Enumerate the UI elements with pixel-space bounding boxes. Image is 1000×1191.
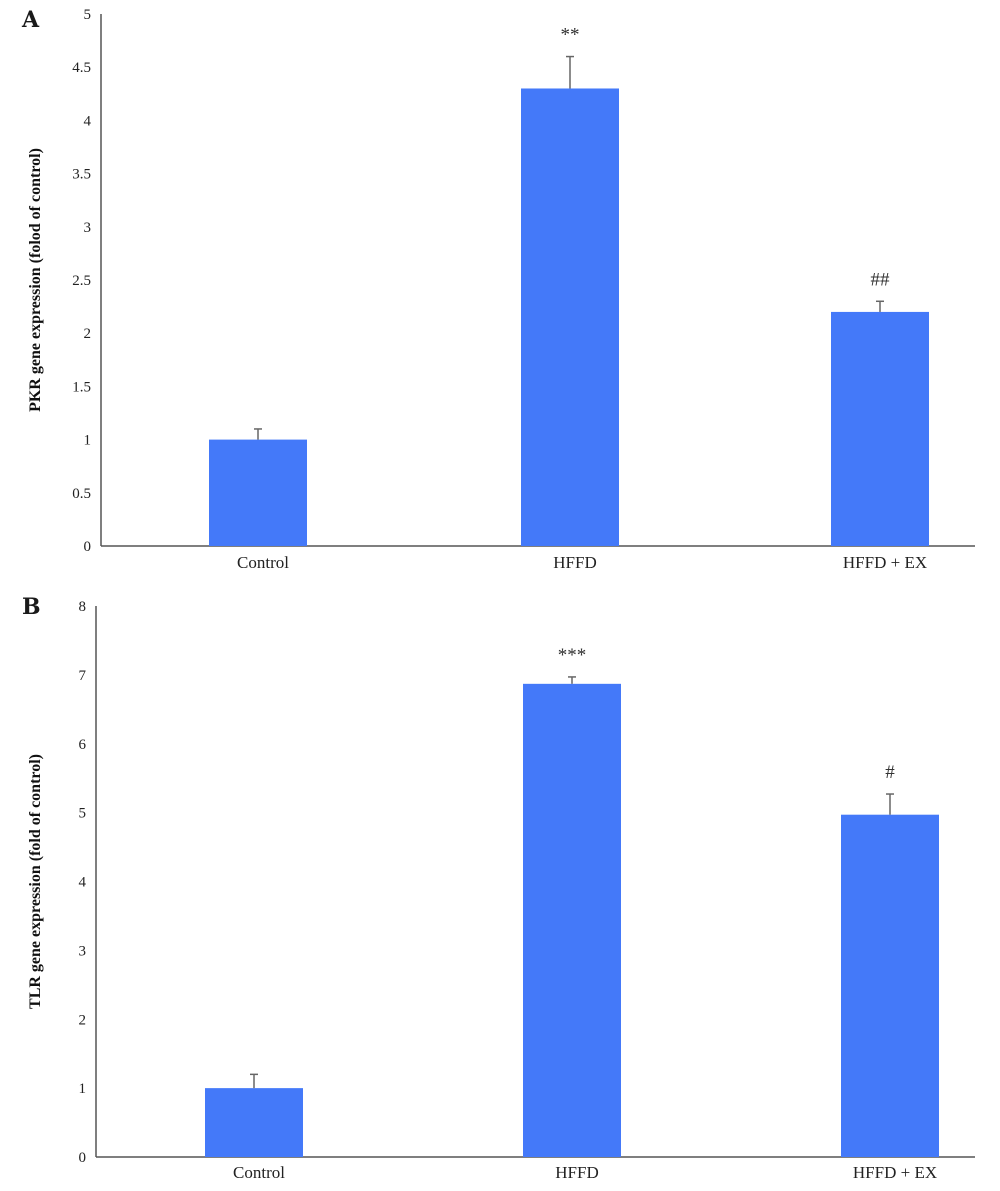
y-axis-title: PKR gene expression (folod of control) bbox=[27, 148, 44, 412]
y-tick-label: 4 bbox=[84, 113, 92, 129]
y-tick-label: 6 bbox=[79, 737, 87, 753]
y-tick-label: 7 bbox=[79, 668, 87, 684]
y-tick-label: 0 bbox=[79, 1150, 87, 1166]
x-category-label: Control bbox=[233, 1163, 285, 1182]
bar bbox=[523, 683, 621, 1157]
significance-marker: *** bbox=[558, 645, 587, 666]
y-tick-label: 8 bbox=[79, 599, 87, 615]
bar bbox=[209, 439, 307, 546]
x-category-label: HFFD bbox=[555, 1163, 598, 1182]
y-tick-label: 0.5 bbox=[72, 486, 91, 502]
y-tick-label: 2.5 bbox=[72, 273, 91, 289]
y-tick-label: 5 bbox=[79, 806, 87, 822]
y-tick-label: 0 bbox=[84, 539, 92, 555]
y-tick-label: 3 bbox=[79, 943, 87, 959]
bar bbox=[205, 1088, 303, 1157]
panel-letter: A bbox=[21, 7, 40, 33]
x-category-label: HFFD + EX bbox=[853, 1163, 937, 1182]
y-tick-label: 4.5 bbox=[72, 60, 91, 76]
bar bbox=[841, 814, 939, 1157]
y-tick-label: 2 bbox=[84, 326, 92, 342]
y-tick-label: 3.5 bbox=[72, 167, 91, 183]
y-tick-label: 4 bbox=[79, 875, 87, 891]
bar bbox=[521, 88, 619, 546]
x-category-label: HFFD + EX bbox=[843, 553, 927, 572]
significance-marker: ## bbox=[871, 269, 891, 290]
significance-marker: ** bbox=[561, 25, 580, 46]
x-category-label: HFFD bbox=[553, 553, 596, 572]
y-tick-label: 5 bbox=[84, 7, 92, 23]
x-category-label: Control bbox=[237, 553, 289, 572]
y-tick-label: 1.5 bbox=[72, 379, 91, 395]
y-tick-label: 2 bbox=[79, 1012, 87, 1028]
y-axis-title: TLR gene expression (fold of control) bbox=[27, 754, 44, 1009]
significance-marker: # bbox=[885, 762, 895, 783]
y-tick-label: 1 bbox=[79, 1081, 87, 1097]
panel-letter: B bbox=[22, 594, 41, 620]
y-tick-label: 3 bbox=[84, 220, 92, 236]
y-tick-label: 1 bbox=[84, 433, 92, 449]
bar bbox=[831, 311, 929, 546]
